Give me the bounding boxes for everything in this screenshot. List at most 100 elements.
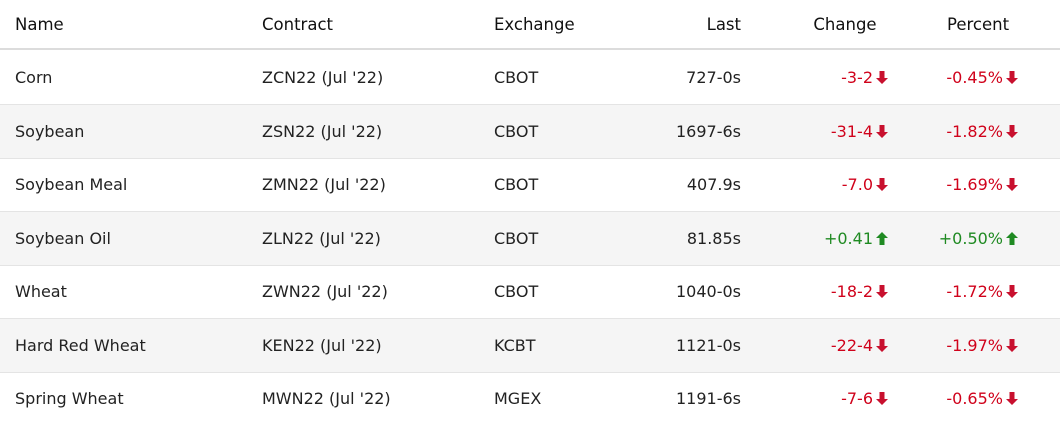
cell-text: MWN22 (Jul '22) [262,389,391,408]
cell-text: -1.82% [946,121,1003,141]
cell-text: CBOT [494,282,539,301]
cell-contract: ZMN22 (Jul '22) [262,158,386,211]
cell-last: 727-0s [686,51,741,104]
table-row: Soybean Oil ZLN22 (Jul '22) CBOT 81.85s +0.4… [0,211,1060,266]
cell-text: +0.41 [823,228,873,248]
down-arrow [1006,392,1018,405]
cell-last: 81.85s [687,212,741,265]
cell-text: -31-4 [830,121,873,141]
cell-percent: -1.97% [946,319,1018,372]
cell-text: CBOT [494,175,539,194]
cell-text: -1.72% [946,282,1003,301]
cell-text: Soybean Meal [15,175,128,194]
cell-text: ZLN22 (Jul '22) [262,228,381,248]
table-row: Wheat ZWN22 (Jul '22) CBOT 1040-0s -18-2 -1.7… [0,265,1060,319]
cell-text: -0.65% [946,389,1003,408]
down-arrow [1006,285,1018,298]
cell-exchange: CBOT [494,105,538,158]
table-row: Soybean Meal ZMN22 (Jul '22) CBOT 407.9s -7.… [0,158,1060,212]
cell-text: Corn [15,68,53,87]
cell-text: -22-4 [830,335,873,355]
down-arrow [876,71,888,84]
cell-percent: -1.69% [946,158,1018,211]
cell-change: -7.0 [842,158,888,211]
cell-text: -3-2 [841,68,873,87]
cell-text: KCBT [494,335,536,355]
cell-text: -1.69% [946,175,1003,194]
down-arrow [876,124,888,138]
cell-name: Spring Wheat [15,372,124,421]
cell-text: 1121-0s [675,335,741,355]
cell-text: 1697-6s [675,121,741,141]
column-header: Name [15,14,64,34]
cell-percent: +0.50% [939,212,1018,265]
cell-text: Soybean [15,121,85,141]
column-header: Last [706,14,741,34]
cell-exchange: CBOT [494,158,538,211]
cell-change: -31-4 [831,105,888,158]
cell-text: Soybean Oil [15,228,111,248]
down-arrow [876,392,888,405]
down-arrow [1006,71,1018,84]
cell-contract: ZLN22 (Jul '22) [262,212,381,265]
cell-text: 727-0s [686,68,741,87]
cell-contract: ZSN22 (Jul '22) [262,105,382,158]
cell-name: Corn [15,51,52,104]
cell-exchange: CBOT [494,212,538,265]
cell-name: Hard Red Wheat [15,319,146,372]
table-row: Corn ZCN22 (Jul '22) CBOT 727-0s -3-2 -0.45% [0,51,1060,105]
cell-exchange: CBOT [494,51,538,104]
cell-text: ZCN22 (Jul '22) [262,68,384,87]
cell-change: -22-4 [831,319,888,372]
cell-text: Wheat [15,282,67,301]
column-header: Contract [262,14,333,34]
cell-text: 407.9s [686,175,741,194]
cell-exchange: MGEX [494,372,541,421]
header-row: Name Contract Exchange Last Change Percent [0,0,1060,50]
cell-change: +0.41 [824,212,888,265]
cell-text: Hard Red Wheat [15,335,146,355]
cell-text: MGEX [494,389,542,408]
cell-percent: -0.65% [946,372,1018,421]
cell-text: 81.85s [686,228,741,248]
cell-name: Soybean [15,105,84,158]
cell-last: 407.9s [687,158,741,211]
cell-last: 1191-6s [676,372,741,421]
cell-text: -18-2 [830,282,873,301]
cell-name: Wheat [15,265,67,318]
cell-percent: -0.45% [946,51,1018,104]
cell-last: 1121-0s [676,319,741,372]
down-arrow [876,178,888,191]
cell-text: 1040-0s [675,282,741,301]
cell-change: -18-2 [831,265,888,318]
cell-text: +0.50% [938,228,1003,248]
cell-exchange: KCBT [494,319,536,372]
cell-contract: ZCN22 (Jul '22) [262,51,383,104]
cell-text: ZMN22 (Jul '22) [262,175,386,194]
cell-percent: -1.82% [946,105,1018,158]
cell-text: -7.0 [841,175,873,194]
cell-text: CBOT [494,228,539,248]
cell-last: 1040-0s [676,265,741,318]
cell-text: CBOT [494,121,539,141]
cell-contract: KEN22 (Jul '22) [262,319,382,372]
cell-text: KEN22 (Jul '22) [262,335,382,355]
down-arrow [1006,338,1018,352]
up-arrow [1006,231,1018,245]
cell-text: ZSN22 (Jul '22) [262,121,383,141]
table-row: Spring Wheat MWN22 (Jul '22) MGEX 1191-6s -7… [0,372,1060,421]
down-arrow [1006,178,1018,191]
column-header: Change [813,14,877,34]
down-arrow [1006,124,1018,138]
cell-text: -7-6 [841,389,873,408]
cell-name: Soybean Oil [15,212,111,265]
cell-text: ZWN22 (Jul '22) [262,282,388,301]
table-row: Soybean ZSN22 (Jul '22) CBOT 1697-6s -31-4 -1… [0,104,1060,159]
down-arrow [876,285,888,298]
column-header: Exchange [494,14,575,34]
cell-text: CBOT [494,68,539,87]
cell-exchange: CBOT [494,265,538,318]
cell-contract: MWN22 (Jul '22) [262,372,391,421]
cell-contract: ZWN22 (Jul '22) [262,265,388,318]
